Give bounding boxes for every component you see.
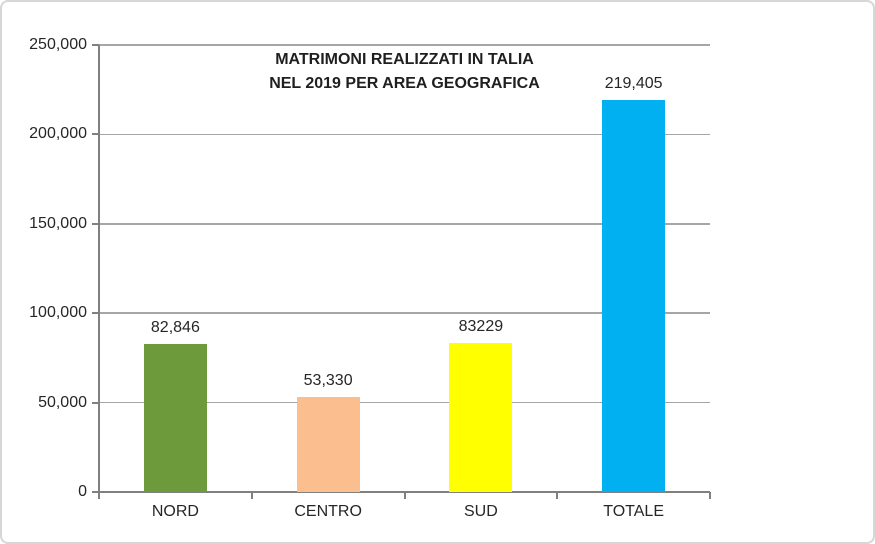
gridline: [99, 133, 710, 136]
y-tick-mark: [92, 312, 99, 315]
bar-value-label: 83229: [458, 318, 504, 336]
y-tick-label: 50,000: [38, 393, 87, 411]
chart-title: MATRIMONI REALIZZATI IN TALIA NEL 2019 P…: [99, 48, 710, 96]
y-tick-label: 250,000: [29, 36, 87, 53]
y-tick-label: 150,000: [29, 214, 87, 232]
bar-totale: [602, 99, 666, 492]
x-tick-mark: [250, 492, 253, 499]
x-tick-mark: [403, 492, 406, 499]
bar-value-label: 219,405: [604, 74, 663, 92]
x-tick-mark: [709, 492, 711, 499]
y-tick-mark: [92, 491, 99, 493]
x-axis-line: [99, 491, 710, 493]
gridline: [99, 44, 710, 46]
category-label: TOTALE: [603, 503, 664, 520]
y-tick-label: 0: [78, 483, 87, 500]
bar-value-label: 53,330: [303, 371, 353, 389]
bar-centro: [296, 396, 360, 492]
y-tick-mark: [92, 133, 99, 136]
y-tick-mark: [92, 401, 99, 404]
y-tick-label: 200,000: [29, 125, 87, 143]
x-tick-mark: [556, 492, 559, 499]
y-tick-mark: [92, 222, 99, 225]
gridline: [99, 223, 710, 225]
category-label: NORD: [151, 503, 199, 520]
chart-title-line2: NEL 2019 PER AREA GEOGRAFICA: [269, 75, 540, 92]
category-label: SUD: [463, 503, 498, 520]
bar-value-label: 82,846: [150, 318, 200, 336]
y-axis-line: [98, 45, 100, 492]
chart-title-line1: MATRIMONI REALIZZATI IN TALIA: [275, 51, 534, 68]
y-tick-label: 100,000: [29, 304, 87, 322]
gridline: [99, 312, 710, 314]
gridline: [99, 401, 710, 404]
bar-sud: [449, 343, 513, 492]
y-tick-mark: [92, 44, 99, 46]
bar-nord: [143, 343, 207, 492]
category-label: CENTRO: [294, 503, 362, 520]
x-tick-mark: [98, 492, 100, 499]
